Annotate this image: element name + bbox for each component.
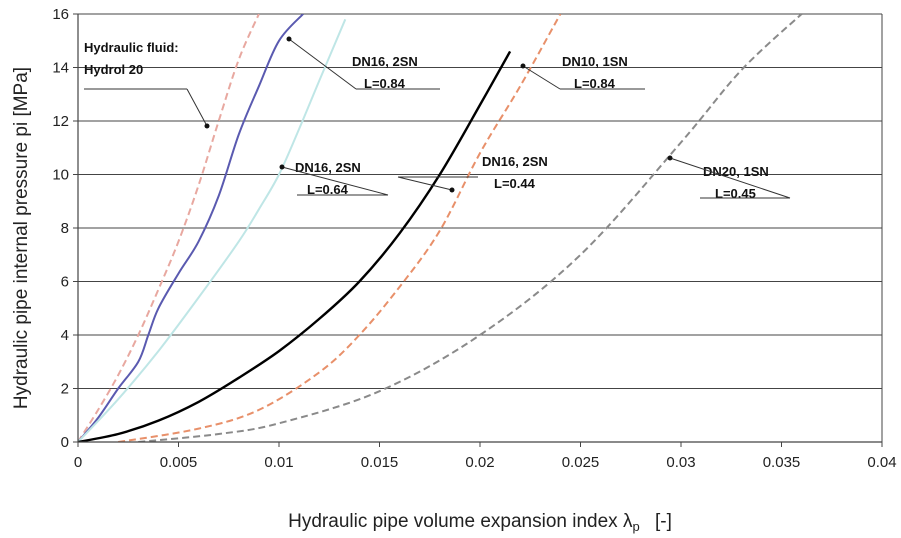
series-layer (78, 14, 803, 442)
annotation-text: L=0.45 (715, 186, 756, 201)
annotation-text: DN10, 1SN (562, 54, 628, 69)
annotation-text: DN16, 2SN (352, 54, 418, 69)
y-axis-label: Hydraulic pipe internal pressure pi [MPa… (11, 67, 32, 409)
annotation-text: L=0.64 (307, 182, 349, 197)
x-axis-label: Hydraulic pipe volume expansion index λp… (288, 511, 672, 534)
annotation-leader (669, 157, 791, 199)
x-tick-label: 0.01 (264, 454, 293, 471)
series-line-5 (118, 14, 562, 442)
annotation-leader (186, 88, 208, 127)
annotation-arrow-tip (667, 155, 673, 161)
annotation-text: DN16, 2SN (295, 160, 361, 175)
annotation-callout: DN16, 2SN L=0.84 (286, 36, 440, 91)
annotation-text: L=0.84 (364, 76, 406, 91)
annotation-text: DN16, 2SN (482, 154, 548, 169)
x-tick-label: 0.015 (361, 454, 399, 471)
y-tick-label: 8 (61, 220, 69, 237)
y-tick-label: 12 (52, 113, 69, 130)
annotation-text: DN20, 1SN (703, 164, 769, 179)
annotation-text: L=0.84 (574, 76, 616, 91)
annotation-text: Hydraulic fluid: (84, 40, 179, 55)
annotation-text: Hydrol 20 (84, 62, 143, 77)
x-tick-label: 0.025 (562, 454, 600, 471)
y-tick-label: 2 (61, 381, 69, 398)
y-tick-label: 6 (61, 274, 69, 291)
annotation-text: L=0.44 (494, 176, 536, 191)
series-line-3 (78, 18, 347, 442)
annotation-callout: DN16, 2SN L=0.44 (397, 154, 548, 193)
annotation-leader (397, 176, 453, 191)
y-tick-label: 10 (52, 167, 69, 184)
annotation-arrow-tip (286, 36, 292, 42)
annotation-arrow-tip (520, 63, 526, 69)
axes: 0 2 4 6 8 10 12 14 16 0 0.005 0.01 0.015 0.02 0.025 0.0… (52, 6, 896, 471)
annotation-leader (288, 38, 357, 90)
series-line-6 (138, 14, 803, 442)
series-line-4 (78, 50, 512, 442)
series-line-2 (78, 14, 304, 442)
annotation-arrow-tip (279, 164, 285, 170)
annotations: Hydraulic fluid: Hydrol 20 DN16, 2SN L=0.84… (84, 36, 791, 201)
annotation-callout: DN10, 1SN L=0.84 (520, 54, 645, 91)
annotation-arrow-tip (204, 123, 210, 129)
y-tick-label: 4 (61, 327, 69, 344)
series-line-1 (78, 14, 260, 442)
y-tick-label: 0 (61, 434, 69, 451)
annotation-leader (522, 65, 561, 90)
annotation-callout: DN16, 2SN L=0.64 (279, 160, 389, 197)
x-tick-label: 0 (74, 454, 82, 471)
annotation-arrow-tip (449, 187, 455, 193)
annotation-leader (281, 166, 389, 196)
y-tick-label: 14 (52, 60, 69, 77)
y-tick-label: 16 (52, 6, 69, 23)
x-tick-label: 0.03 (666, 454, 695, 471)
x-tick-label: 0.035 (763, 454, 801, 471)
annotation-callout: DN20, 1SN L=0.45 (667, 155, 791, 201)
x-tick-label: 0.04 (867, 454, 896, 471)
annotation-callout: Hydraulic fluid: Hydrol 20 (84, 40, 210, 129)
x-tick-label: 0.02 (465, 454, 494, 471)
x-tick-label: 0.005 (160, 454, 198, 471)
